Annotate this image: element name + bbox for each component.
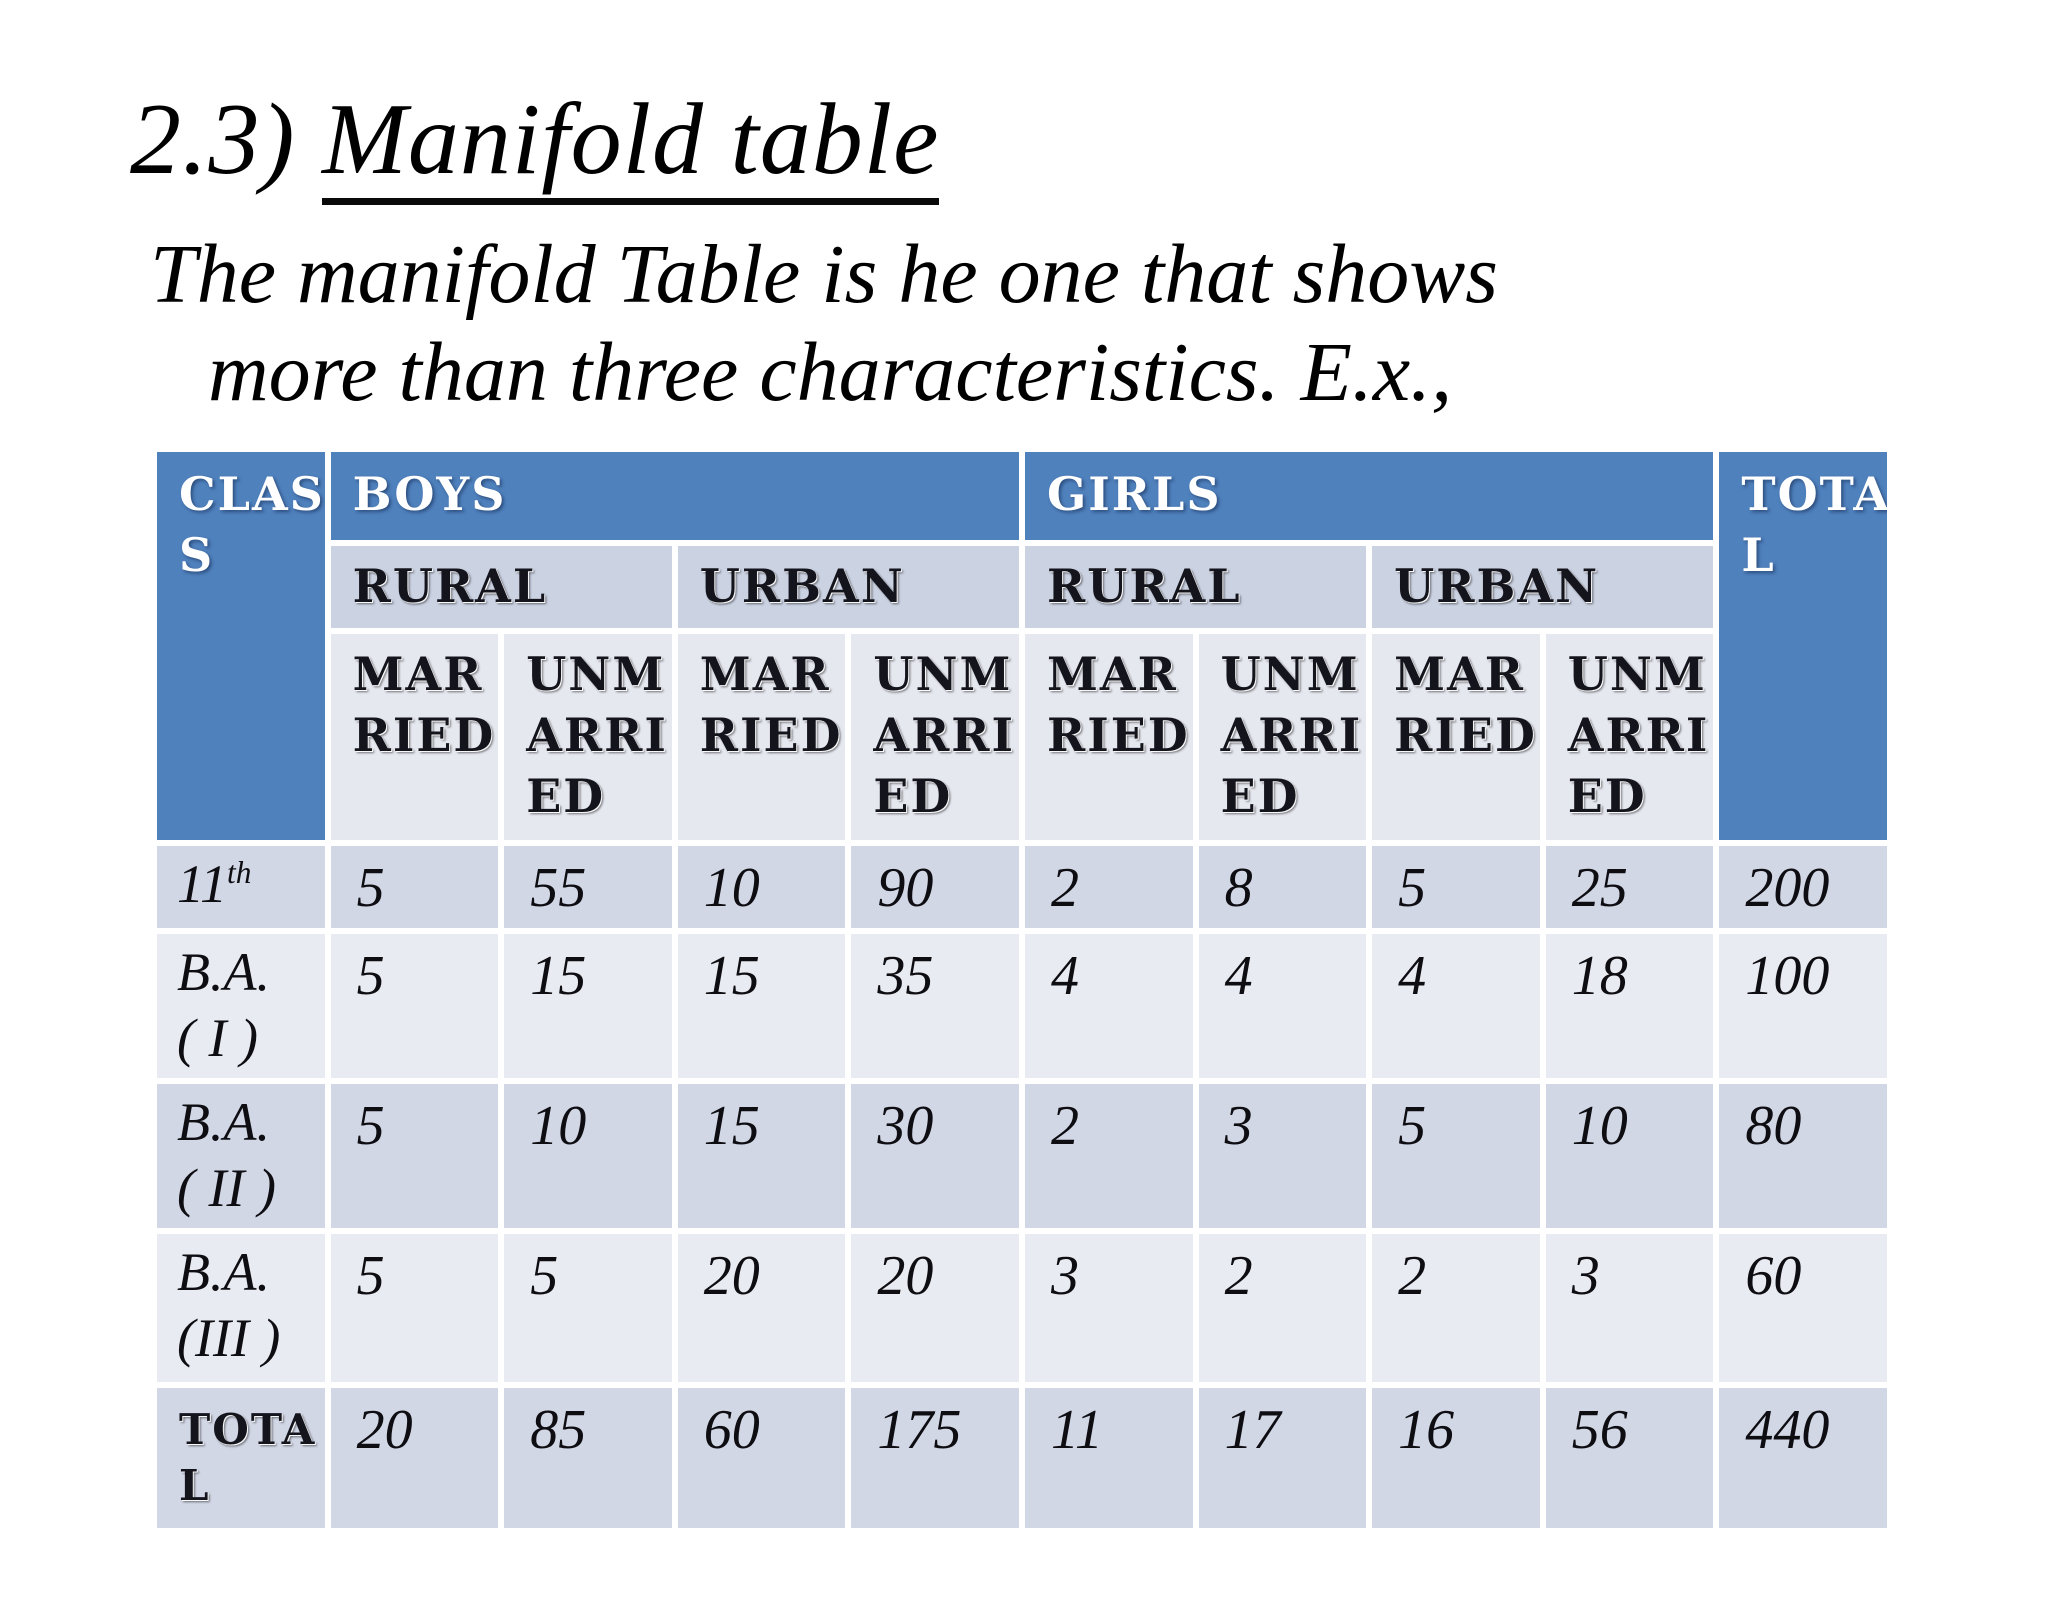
unmarried-header-cell-4: UNM ARRI ED [1545, 634, 1714, 841]
page-title: 2.3) Manifold table [130, 83, 2048, 205]
data-cell: 3 [1024, 1234, 1193, 1383]
boys-rural-header-cell: RURAL [330, 546, 672, 629]
data-cell: 2 [1198, 1234, 1367, 1383]
data-cell: 15 [504, 934, 672, 1079]
data-cell: 16 [1372, 1388, 1540, 1529]
slide-canvas: 2.3) Manifold table The manifold Table i… [0, 83, 2048, 1534]
table-row-ba1: B.A. ( I ) 5 15 15 35 4 4 4 18 100 [157, 934, 1887, 1079]
table-row-ba2: B.A. ( II ) 5 10 15 30 2 3 5 10 80 [157, 1084, 1887, 1229]
data-cell: 5 [504, 1234, 672, 1383]
description-line-1: The manifold Table is he one that shows [150, 228, 1498, 322]
data-cell: 8 [1198, 846, 1367, 929]
married-header-cell-4: MAR RIED [1372, 634, 1540, 841]
description-line-2: more than three characteristics. E.x., [208, 326, 1453, 420]
data-cell: 5 [330, 1084, 499, 1229]
data-cell: 2 [1024, 846, 1193, 929]
data-cell: 25 [1545, 846, 1714, 929]
data-cell: 56 [1545, 1388, 1714, 1529]
total-header-cell: TOTA L [1719, 452, 1887, 841]
data-cell: 4 [1372, 934, 1540, 1079]
data-cell: 15 [677, 934, 846, 1079]
table-row-ba3: B.A. (III ) 5 5 20 20 3 2 2 3 60 [157, 1234, 1887, 1383]
row-label-total: TOTA L [157, 1388, 325, 1529]
married-header-cell-2: MAR RIED [677, 634, 846, 841]
row-label-ba1: B.A. ( I ) [157, 934, 325, 1079]
boys-urban-header-cell: URBAN [677, 546, 1019, 629]
girls-urban-header-cell: URBAN [1372, 546, 1714, 629]
married-header-cell-3: MAR RIED [1024, 634, 1193, 841]
title-number: 2.3) [130, 83, 322, 196]
row-label-11th-sup: th [227, 855, 252, 891]
data-cell: 20 [851, 1234, 1019, 1383]
data-cell: 10 [504, 1084, 672, 1229]
data-cell: 175 [851, 1388, 1019, 1529]
data-cell: 20 [330, 1388, 499, 1529]
data-cell: 30 [851, 1084, 1019, 1229]
data-cell: 3 [1198, 1084, 1367, 1229]
data-cell: 5 [330, 1234, 499, 1383]
data-cell: 5 [330, 934, 499, 1079]
data-cell: 55 [504, 846, 672, 929]
data-cell: 5 [330, 846, 499, 929]
row-total-cell: 200 [1719, 846, 1887, 929]
unmarried-header-cell-1: UNM ARRI ED [504, 634, 672, 841]
table-row-11th: 11th 5 55 10 90 2 8 5 25 200 [157, 846, 1887, 929]
unmarried-header-cell-3: UNM ARRI ED [1198, 634, 1367, 841]
row-total-cell: 80 [1719, 1084, 1887, 1229]
data-cell: 11 [1024, 1388, 1193, 1529]
data-cell: 90 [851, 846, 1019, 929]
data-cell: 35 [851, 934, 1019, 1079]
row-label-11th: 11th [157, 846, 325, 929]
married-header-cell-1: MAR RIED [330, 634, 499, 841]
title-underlined-text: Manifold table [321, 83, 940, 205]
table-row-total: TOTA L 20 85 60 175 11 17 16 56 440 [157, 1388, 1887, 1529]
unmarried-header-cell-2: UNM ARRI ED [851, 634, 1019, 841]
description: The manifold Table is he one that shows … [150, 226, 2048, 422]
data-cell: 5 [1372, 1084, 1540, 1229]
data-cell: 15 [677, 1084, 846, 1229]
data-cell: 4 [1198, 934, 1367, 1079]
row-label-11th-base: 11 [177, 854, 227, 915]
row-label-ba2: B.A. ( II ) [157, 1084, 325, 1229]
data-cell: 17 [1198, 1388, 1367, 1529]
data-cell: 4 [1024, 934, 1193, 1079]
row-total-cell: 100 [1719, 934, 1887, 1079]
boys-header-cell: BOYS [330, 452, 1019, 541]
grand-total-cell: 440 [1719, 1388, 1887, 1529]
data-cell: 3 [1545, 1234, 1714, 1383]
data-cell: 20 [677, 1234, 846, 1383]
data-cell: 10 [677, 846, 846, 929]
row-label-ba3: B.A. (III ) [157, 1234, 325, 1383]
row-total-cell: 60 [1719, 1234, 1887, 1383]
data-cell: 18 [1545, 934, 1714, 1079]
data-cell: 60 [677, 1388, 846, 1529]
data-cell: 10 [1545, 1084, 1714, 1229]
girls-header-cell: GIRLS [1024, 452, 1714, 541]
data-cell: 2 [1024, 1084, 1193, 1229]
girls-rural-header-cell: RURAL [1024, 546, 1367, 629]
data-cell: 85 [504, 1388, 672, 1529]
manifold-table: CLAS S BOYS GIRLS TOTA L RURAL URBAN RUR… [151, 446, 1893, 1534]
data-cell: 5 [1372, 846, 1540, 929]
class-header-cell: CLAS S [157, 452, 325, 841]
data-cell: 2 [1372, 1234, 1540, 1383]
